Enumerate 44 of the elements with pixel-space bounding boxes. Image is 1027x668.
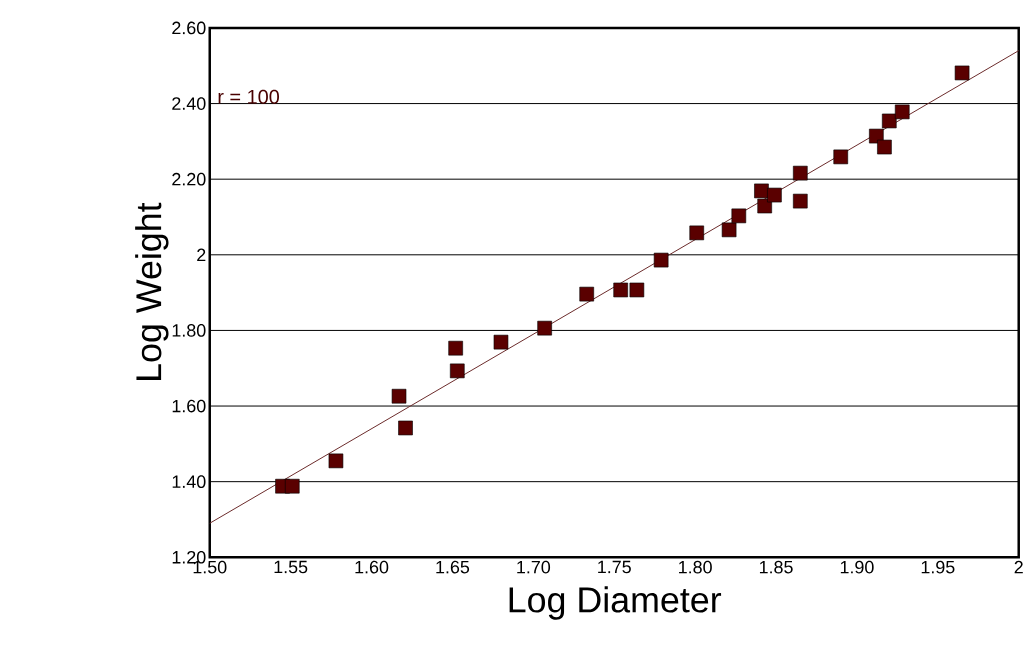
x-tick-label: 1.90: [840, 560, 874, 574]
point: [793, 193, 808, 209]
point: [894, 104, 910, 120]
x-tick-label: 1.60: [355, 560, 389, 574]
y-tick-label: 2.60: [172, 21, 206, 35]
x-axis-title: Log Diameter: [509, 586, 722, 620]
y-tick-label: 2.20: [172, 172, 206, 186]
x-tick-label: 1.85: [759, 560, 793, 574]
x-tick-label: 1.80: [679, 560, 712, 574]
point: [881, 113, 897, 129]
point: [613, 282, 628, 298]
x-tick-label: 1.65: [436, 560, 470, 574]
annotation: r = 100: [218, 89, 280, 104]
point: [537, 320, 552, 336]
x-tick-label: 1.75: [598, 560, 631, 574]
point: [653, 252, 669, 268]
point: [284, 478, 300, 494]
point: [689, 225, 705, 241]
point: [398, 420, 413, 436]
point: [493, 334, 509, 350]
y-tick-label: 2: [197, 248, 206, 261]
point: [579, 286, 595, 302]
point: [391, 388, 407, 404]
y-tick-label: 2.40: [172, 97, 206, 110]
point: [877, 139, 892, 155]
x-tick-label: 1.55: [274, 560, 308, 574]
point: [793, 165, 808, 181]
point: [448, 340, 463, 356]
point: [731, 208, 747, 224]
point: [629, 282, 645, 298]
x-tick-label: 1.95: [921, 560, 955, 574]
point: [754, 183, 769, 199]
x-tick-label: 1.70: [517, 560, 551, 574]
y-tick-label: 1.80: [172, 324, 206, 337]
y-tick-label: 1.60: [172, 399, 206, 413]
point: [833, 149, 849, 165]
point: [328, 453, 344, 469]
point: [449, 363, 465, 379]
point: [721, 222, 737, 238]
x-tick-label: 2: [1014, 560, 1023, 574]
y-axis-title: Log Weight: [135, 202, 169, 380]
point: [767, 187, 782, 203]
point: [954, 65, 970, 81]
y-tick-label: 1.40: [172, 475, 206, 488]
